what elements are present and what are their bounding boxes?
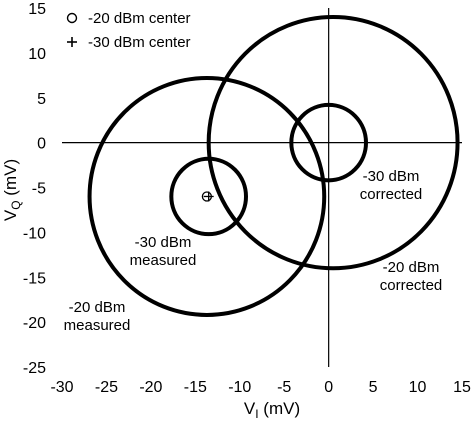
legend-circle-marker [66, 12, 78, 24]
y-tick-label: 5 [37, 91, 46, 108]
y-tick-label: -10 [23, 225, 46, 242]
x-axis-label-sub: I [255, 407, 258, 421]
annotation-30dbm-measured: -30 dBm measured [130, 234, 197, 269]
annotation-20dbm-corrected-line: -20 dBm [383, 259, 440, 276]
y-tick-label: 10 [28, 46, 46, 63]
x-tick-label: 10 [409, 379, 427, 396]
y-tick-label: -20 [23, 315, 46, 332]
circle-20dbm-measured [87, 76, 327, 317]
annotation-20dbm-measured-line: -20 dBm [69, 299, 126, 316]
y-tick-label: -5 [32, 181, 46, 198]
annotation-30dbm-corrected-line: corrected [360, 186, 423, 203]
annotation-20dbm-corrected-line: corrected [380, 277, 443, 294]
annotation-20dbm-measured: -20 dBm measured [64, 299, 131, 334]
x-tick-label: -25 [95, 379, 118, 396]
annotation-30dbm-measured-line: measured [130, 252, 197, 269]
x-tick-label: -30 [50, 379, 73, 396]
annotation-30dbm-corrected: -30 dBm corrected [360, 168, 423, 203]
x-tick-label: -5 [277, 379, 291, 396]
y-tick-label: 0 [37, 136, 46, 153]
tick-labels-layer: -30 -25 -20 -15 -10 -5 0 5 10 15-25-20-15-10-5051… [23, 1, 471, 396]
x-tick-label: 5 [369, 379, 378, 396]
y-tick-label: -15 [23, 270, 46, 287]
annotations-layer: -20 dBm measured-20 dBm corrected-30 dBm me… [64, 168, 443, 334]
annotation-20dbm-corrected: -20 dBm corrected [380, 259, 443, 294]
annotation-30dbm-corrected-line: -30 dBm [363, 168, 420, 185]
annotation-20dbm-measured-line: measured [64, 317, 131, 334]
x-axis-label-unit: (mV) [259, 399, 301, 418]
y-tick-label: -25 [23, 360, 46, 377]
y-axis-label-main: V [1, 209, 20, 221]
legend-label-20dbm: -20 dBm center [88, 10, 191, 27]
y-axis-label-sub: Q [9, 200, 23, 209]
axes-layer [62, 8, 462, 367]
x-tick-label: -10 [228, 379, 251, 396]
x-tick-label: 0 [324, 379, 333, 396]
legend: -20 dBm center -30 dBm center [66, 10, 191, 51]
circle-30dbm-measured [169, 156, 249, 237]
center-markers-layer [201, 191, 214, 202]
x-tick-label: 15 [453, 379, 471, 396]
y-axis-label-unit: (mV) [1, 159, 20, 201]
y-axis-label: VQ (mV) [1, 159, 23, 221]
x-tick-label: -15 [184, 379, 207, 396]
x-axis-label: VI (mV) [244, 399, 300, 421]
x-tick-label: -20 [139, 379, 162, 396]
x-axis-label-main: V [244, 399, 256, 418]
annotation-30dbm-measured-line: -30 dBm [135, 234, 192, 251]
y-tick-label: 15 [28, 1, 46, 18]
legend-label-30dbm: -30 dBm center [88, 34, 191, 51]
